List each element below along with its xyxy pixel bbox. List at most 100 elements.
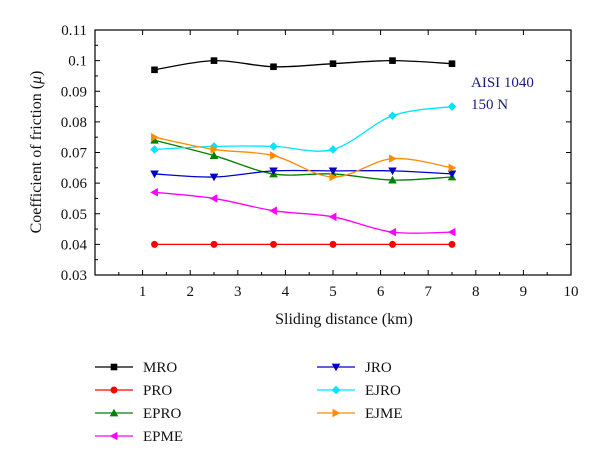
- x-tick-label: 6: [377, 284, 385, 300]
- x-tick-label: 1: [139, 284, 147, 300]
- data-point-epro: [150, 135, 159, 144]
- data-point-pro: [448, 240, 456, 248]
- data-point-epme: [150, 188, 158, 197]
- y-tick-label: 0.07: [61, 146, 88, 162]
- x-axis-title: Sliding distance (km): [275, 311, 413, 328]
- x-tick-label: 8: [472, 284, 480, 300]
- data-point-epme: [328, 212, 337, 222]
- x-tick-label: 10: [564, 284, 579, 300]
- y-axis-title: Coefficient of friction (μ): [28, 71, 45, 234]
- series-line-epro: [154, 139, 453, 181]
- data-point-ejro: [328, 145, 338, 154]
- data-point-pro: [329, 240, 337, 248]
- series-epme: [150, 188, 456, 237]
- series-pro: [151, 240, 456, 248]
- legend-label-ejme: EJME: [365, 406, 403, 422]
- data-point-ejro: [150, 145, 159, 154]
- legend: MRO PRO EPRO EPME JRO EJRO EJME: [95, 360, 403, 445]
- x-tick-label: 5: [329, 284, 337, 300]
- series-ejro: [150, 102, 457, 154]
- x-tick-label: 9: [520, 284, 528, 300]
- series-line-jro: [154, 169, 453, 178]
- data-point-ejme: [448, 163, 457, 173]
- y-tick-label: 0.03: [61, 268, 87, 284]
- series-ejme: [151, 132, 457, 182]
- legend-marker-ejro: [331, 385, 341, 395]
- data-point-pro: [270, 240, 277, 248]
- data-point-ejme: [151, 132, 159, 142]
- data-point-mro: [329, 60, 337, 67]
- data-point-mro: [270, 63, 277, 71]
- y-axis-title-symbol: μ: [28, 76, 45, 85]
- data-point-mro: [151, 66, 158, 74]
- data-point-jro: [209, 173, 219, 182]
- legend-label-jro: JRO: [365, 360, 392, 376]
- data-point-epme: [269, 206, 277, 215]
- legend-label-epme: EPME: [143, 429, 183, 445]
- data-point-epme: [209, 194, 218, 203]
- legend-item-jro: JRO: [317, 360, 392, 376]
- y-tick-label: 0.08: [61, 115, 87, 131]
- legend-marker-jro: [331, 363, 341, 372]
- data-point-jro: [388, 167, 397, 176]
- x-tick-label: 4: [282, 284, 290, 300]
- data-point-ejme: [270, 151, 278, 160]
- legend-marker-epme: [109, 431, 118, 441]
- series-mro: [151, 57, 456, 74]
- y-tick-label: 0.06: [61, 176, 88, 192]
- x-tick-label: 3: [234, 284, 242, 300]
- legend-marker-mro: [110, 363, 118, 371]
- data-point-jro: [328, 167, 338, 176]
- data-point-mro: [210, 57, 218, 64]
- data-point-epme: [388, 227, 396, 237]
- legend-label-ejro: EJRO: [365, 383, 401, 399]
- y-tick-label: 0.09: [61, 84, 87, 100]
- data-point-jro: [269, 167, 278, 176]
- data-point-ejro: [269, 142, 278, 151]
- series-line-epme: [154, 191, 453, 234]
- legend-label-epro: EPRO: [143, 406, 182, 422]
- legend-label-pro: PRO: [143, 383, 172, 399]
- plot-area: [150, 57, 457, 248]
- legend-marker-pro: [110, 386, 118, 394]
- y-tick-label: 0.04: [61, 237, 88, 253]
- y-tick-label: 0.11: [61, 23, 87, 39]
- legend-item-ejro: EJRO: [317, 383, 401, 399]
- legend-item-ejme: EJME: [317, 406, 403, 422]
- x-tick-label: 2: [186, 284, 194, 300]
- series-line-ejro: [154, 105, 453, 152]
- data-point-mro: [448, 60, 456, 67]
- data-point-ejme: [329, 172, 338, 182]
- x-tick-label: 7: [424, 284, 432, 300]
- annotation-load: 150 N: [471, 97, 508, 113]
- legend-item-epme: EPME: [95, 429, 183, 445]
- data-point-mro: [389, 57, 396, 64]
- data-point-epro: [388, 175, 397, 184]
- legend-marker-epro: [109, 408, 119, 417]
- legend-item-epro: EPRO: [95, 406, 182, 422]
- axes: 1 2 3 4 5 6 7 8 9 10 0.03 0.04 0.05 0.06 0.07 0.08 0.09 0…: [61, 23, 579, 300]
- data-point-ejro: [447, 102, 457, 111]
- data-point-ejme: [210, 145, 219, 154]
- data-point-jro: [447, 170, 457, 179]
- y-tick-label: 0.05: [61, 207, 87, 223]
- legend-item-mro: MRO: [95, 360, 177, 376]
- y-axis-title-main: Coefficient of friction (: [28, 84, 45, 233]
- data-point-epro: [209, 151, 219, 159]
- data-point-pro: [389, 240, 396, 248]
- series-line-mro: [154, 59, 453, 71]
- series-jro: [150, 167, 457, 182]
- y-tick-label: 0.1: [68, 54, 87, 70]
- data-point-ejro: [388, 111, 397, 121]
- data-point-pro: [151, 240, 158, 248]
- y-axis-title-end: ): [28, 71, 45, 76]
- data-point-epme: [447, 227, 456, 237]
- data-point-jro: [150, 170, 159, 179]
- legend-item-pro: PRO: [95, 383, 172, 399]
- legend-label-mro: MRO: [143, 360, 177, 376]
- data-point-ejme: [389, 154, 397, 163]
- data-point-pro: [210, 240, 218, 248]
- legend-marker-ejme: [332, 408, 341, 418]
- annotation-material: AISI 1040: [471, 75, 534, 91]
